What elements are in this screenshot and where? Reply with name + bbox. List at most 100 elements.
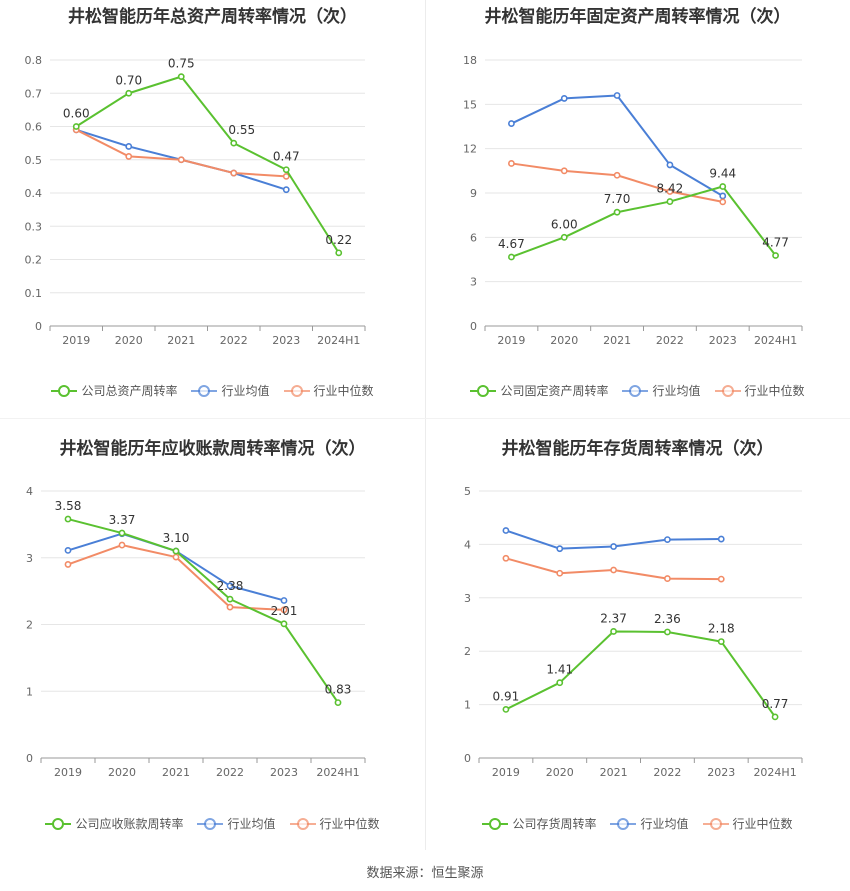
legend-item-avg[interactable]: 行业均值 <box>191 382 270 399</box>
chart-title: 井松智能历年总资产周转率情况（次） <box>68 7 357 27</box>
series-line-company <box>75 75 340 254</box>
data-label: 0.83 <box>325 683 352 697</box>
data-point-avg <box>717 535 725 543</box>
data-label: 3.58 <box>55 499 82 513</box>
legend-item-company[interactable]: 公司总资产周转率 <box>51 382 177 399</box>
chart-svg: 0 3 6 9 12 15 18 2019 2020 2021 2022 2023 2024H1 4.67… <box>463 54 803 347</box>
legend-marker-icon <box>482 817 509 830</box>
x-tick-label: 2020 <box>546 766 574 779</box>
legend-item-avg[interactable]: 行业均值 <box>610 815 689 832</box>
x-tick-label: 2022 <box>216 766 244 779</box>
data-label: 0.55 <box>228 123 255 137</box>
legend-item-median[interactable]: 行业中位数 <box>289 815 380 832</box>
y-tick-label: 3 <box>470 276 477 289</box>
data-point-median <box>717 575 725 583</box>
y-tick-label: 0 <box>35 320 42 333</box>
data-point-company <box>125 89 133 97</box>
data-point-median <box>664 575 671 582</box>
y-tick-label: 6 <box>470 231 477 244</box>
y-tick-label: 5 <box>464 485 471 498</box>
legend-item-company[interactable]: 公司存货周转率 <box>482 815 596 832</box>
data-point-company <box>280 620 288 628</box>
y-tick-label: 0 <box>470 320 477 333</box>
series-line-company <box>67 518 339 704</box>
data-point-avg <box>508 120 515 127</box>
legend-dot <box>204 817 217 830</box>
data-point-company <box>72 123 80 130</box>
chart-legend[interactable]: 公司固定资产周转率 行业均值 行业中位数 <box>425 382 850 399</box>
chart-title: 井松智能历年存货周转率情况（次） <box>501 439 774 459</box>
data-point-company <box>335 249 343 257</box>
x-tick-label: 2019 <box>492 766 520 779</box>
data-label: 0.70 <box>115 73 142 87</box>
data-point-median <box>177 156 185 164</box>
data-point-company <box>172 547 180 555</box>
data-point-avg <box>125 143 133 150</box>
x-tick-label: 2021 <box>162 766 190 779</box>
y-tick-label: 0.3 <box>25 220 43 233</box>
y-tick-label: 0.7 <box>25 87 43 100</box>
legend-item-avg[interactable]: 行业均值 <box>622 382 701 399</box>
chart-legend[interactable]: 公司存货周转率 行业均值 行业中位数 <box>425 815 850 832</box>
legend-item-company[interactable]: 公司应收账款周转率 <box>45 815 183 832</box>
chart-legend[interactable]: 公司总资产周转率 行业均值 行业中位数 <box>0 382 425 399</box>
data-point-median <box>230 169 238 177</box>
legend-dot <box>629 384 642 397</box>
data-label: 8.42 <box>657 182 684 196</box>
y-tick-label: 2 <box>26 619 33 632</box>
horizontal-divider <box>0 418 850 419</box>
legend-item-median[interactable]: 行业中位数 <box>714 382 805 399</box>
y-tick-label: 4 <box>26 485 33 498</box>
legend-item-company[interactable]: 公司固定资产周转率 <box>470 382 608 399</box>
series-line-avg <box>510 94 724 197</box>
legend-label: 公司应收账款周转率 <box>75 817 184 831</box>
data-point-avg <box>282 186 290 194</box>
y-tick-label: 3 <box>26 552 33 565</box>
vertical-divider <box>425 0 426 850</box>
legend-dot <box>290 384 303 397</box>
data-point-median <box>125 153 133 160</box>
x-tick-label: 2023 <box>270 766 298 779</box>
data-point-company <box>772 252 779 259</box>
legend-marker-icon <box>702 817 729 830</box>
data-point-avg <box>556 545 564 553</box>
legend-marker-icon <box>470 384 497 397</box>
legend-dot <box>617 817 630 830</box>
legend-item-median[interactable]: 行业中位数 <box>283 382 374 399</box>
legend-dot <box>721 384 734 397</box>
y-tick-label: 18 <box>463 54 477 67</box>
data-point-avg <box>560 95 568 102</box>
y-tick-label: 1 <box>26 685 33 698</box>
legend-label: 行业均值 <box>640 817 689 831</box>
data-point-median <box>719 198 727 206</box>
data-label: 9.44 <box>709 166 736 180</box>
data-label: 0.91 <box>493 689 520 703</box>
x-tick-label: 2019 <box>62 334 90 347</box>
y-tick-label: 1 <box>464 699 471 712</box>
data-point-median <box>280 606 288 614</box>
data-label: 0.60 <box>63 107 90 121</box>
legend-item-avg[interactable]: 行业均值 <box>197 815 276 832</box>
data-point-median <box>118 541 126 549</box>
legend-item-median[interactable]: 行业中位数 <box>702 815 793 832</box>
chart-legend[interactable]: 公司应收账款周转率 行业均值 行业中位数 <box>0 815 425 832</box>
x-tick-label: 2022 <box>220 334 248 347</box>
data-point-company <box>508 253 515 261</box>
legend-marker-icon <box>289 817 316 830</box>
x-tick-label: 2022 <box>656 334 684 347</box>
legend-marker-icon <box>51 384 78 397</box>
data-label: 2.18 <box>708 622 735 636</box>
data-point-company <box>556 679 564 687</box>
data-point-company <box>666 198 674 205</box>
x-tick-label: 2021 <box>167 334 195 347</box>
data-label: 3.10 <box>163 531 190 545</box>
legend-label: 行业中位数 <box>744 384 805 398</box>
data-point-median <box>172 553 180 561</box>
x-tick-label: 2023 <box>709 334 737 347</box>
x-tick-label: 2020 <box>550 334 578 347</box>
x-tick-label: 2020 <box>108 766 136 779</box>
series-line-company <box>511 185 777 258</box>
data-label: 7.70 <box>604 192 631 206</box>
legend-label: 公司存货周转率 <box>512 817 597 831</box>
chart-svg: 0 1 2 3 4 2019 2020 2021 2022 2023 2024H1 3.58 3.37 3… <box>26 485 366 779</box>
